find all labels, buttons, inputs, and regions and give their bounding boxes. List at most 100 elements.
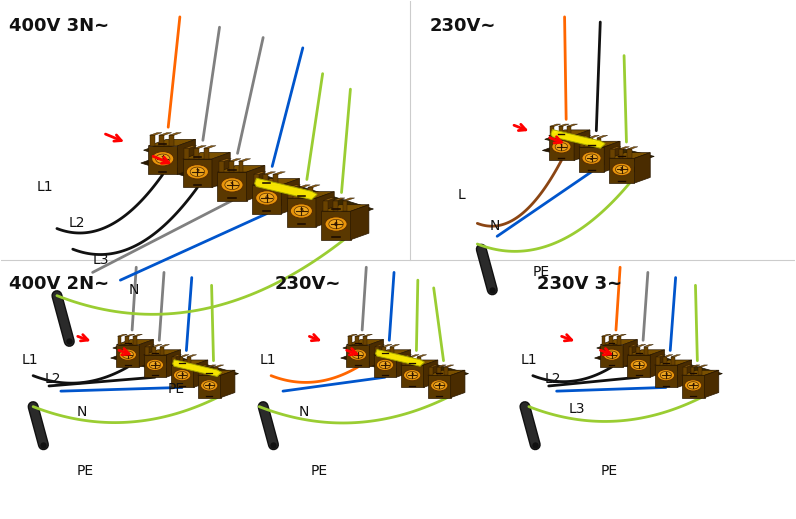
Polygon shape xyxy=(351,204,369,240)
Circle shape xyxy=(404,370,421,381)
Polygon shape xyxy=(663,354,673,357)
Polygon shape xyxy=(170,360,208,365)
Polygon shape xyxy=(193,360,208,387)
Polygon shape xyxy=(396,350,411,377)
Polygon shape xyxy=(166,350,181,377)
Polygon shape xyxy=(322,211,351,240)
Circle shape xyxy=(434,381,445,389)
Text: 2: 2 xyxy=(590,156,593,160)
Polygon shape xyxy=(382,345,392,347)
Polygon shape xyxy=(214,365,224,367)
Circle shape xyxy=(190,167,205,176)
Polygon shape xyxy=(677,360,692,387)
Circle shape xyxy=(688,381,699,389)
Polygon shape xyxy=(427,375,451,398)
Text: 1: 1 xyxy=(560,144,563,149)
Text: PE: PE xyxy=(600,464,618,478)
Polygon shape xyxy=(288,187,293,198)
Polygon shape xyxy=(355,336,359,345)
Polygon shape xyxy=(402,357,406,365)
Polygon shape xyxy=(437,365,447,367)
Polygon shape xyxy=(287,198,316,227)
Polygon shape xyxy=(390,347,394,355)
Polygon shape xyxy=(617,336,621,345)
Polygon shape xyxy=(589,138,593,147)
Polygon shape xyxy=(650,350,665,377)
Text: 400V 2N~: 400V 2N~ xyxy=(10,275,109,293)
Polygon shape xyxy=(400,360,438,365)
Polygon shape xyxy=(170,365,193,387)
Polygon shape xyxy=(400,365,423,387)
Polygon shape xyxy=(423,360,438,387)
Polygon shape xyxy=(143,144,373,215)
Polygon shape xyxy=(139,339,154,367)
Text: PE: PE xyxy=(76,464,94,478)
Polygon shape xyxy=(252,179,299,185)
Polygon shape xyxy=(199,365,209,367)
Polygon shape xyxy=(574,130,590,160)
Polygon shape xyxy=(654,360,692,365)
Text: N: N xyxy=(298,405,309,419)
Circle shape xyxy=(201,380,218,391)
Polygon shape xyxy=(618,147,630,149)
Polygon shape xyxy=(602,336,605,345)
Polygon shape xyxy=(627,149,631,158)
Circle shape xyxy=(661,372,672,379)
Polygon shape xyxy=(595,356,717,389)
Polygon shape xyxy=(141,160,367,228)
Polygon shape xyxy=(654,365,677,387)
Circle shape xyxy=(377,359,394,371)
Polygon shape xyxy=(627,350,665,355)
Circle shape xyxy=(119,349,136,360)
Text: N: N xyxy=(490,219,500,233)
Polygon shape xyxy=(427,370,465,375)
Polygon shape xyxy=(247,166,265,200)
Polygon shape xyxy=(341,356,463,389)
Polygon shape xyxy=(113,343,239,379)
Polygon shape xyxy=(627,147,638,149)
Circle shape xyxy=(633,361,645,368)
Polygon shape xyxy=(671,357,675,365)
Circle shape xyxy=(582,152,601,165)
Polygon shape xyxy=(323,198,335,200)
Polygon shape xyxy=(611,147,621,149)
Text: L1: L1 xyxy=(521,353,537,367)
Polygon shape xyxy=(322,204,369,211)
Polygon shape xyxy=(636,347,640,355)
Polygon shape xyxy=(170,135,174,146)
Text: L1: L1 xyxy=(259,353,275,367)
Polygon shape xyxy=(298,187,303,198)
Text: 1: 1 xyxy=(127,353,130,357)
Polygon shape xyxy=(681,370,719,375)
Polygon shape xyxy=(656,354,665,357)
Polygon shape xyxy=(417,354,427,357)
Text: 1: 1 xyxy=(357,353,360,357)
Polygon shape xyxy=(698,365,708,367)
Polygon shape xyxy=(180,354,189,357)
Circle shape xyxy=(122,351,134,359)
Text: L2: L2 xyxy=(45,372,61,386)
Polygon shape xyxy=(254,174,259,185)
Circle shape xyxy=(380,361,391,368)
Polygon shape xyxy=(150,135,154,146)
Polygon shape xyxy=(600,345,623,367)
Polygon shape xyxy=(252,185,281,214)
Polygon shape xyxy=(342,198,355,200)
Polygon shape xyxy=(187,354,197,357)
Polygon shape xyxy=(308,185,320,187)
Polygon shape xyxy=(644,347,648,355)
Polygon shape xyxy=(207,367,210,375)
Polygon shape xyxy=(228,159,241,161)
Polygon shape xyxy=(125,336,129,345)
Polygon shape xyxy=(444,365,454,367)
Polygon shape xyxy=(116,345,139,367)
Text: N: N xyxy=(76,405,87,419)
Polygon shape xyxy=(579,141,620,147)
Text: PE: PE xyxy=(310,464,328,478)
Polygon shape xyxy=(663,357,667,365)
Polygon shape xyxy=(671,354,681,357)
Polygon shape xyxy=(683,367,687,375)
Circle shape xyxy=(685,380,702,391)
Text: 230V~: 230V~ xyxy=(430,17,496,35)
Polygon shape xyxy=(204,146,216,148)
